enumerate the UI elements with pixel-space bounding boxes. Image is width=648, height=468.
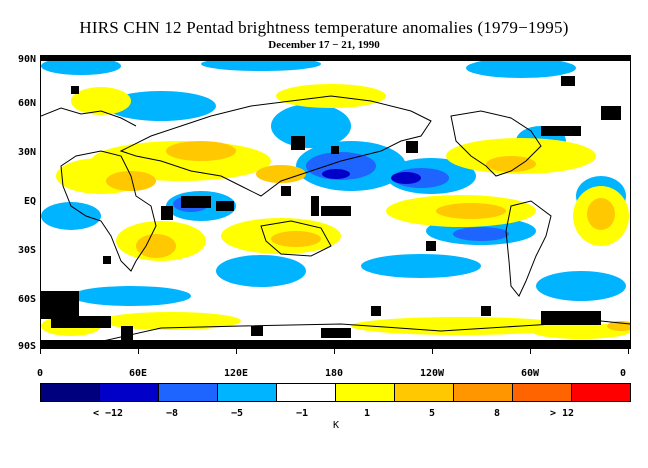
x-tick	[628, 348, 629, 354]
lat-label-90s: 90S	[17, 341, 36, 352]
lat-label-30n: 30N	[17, 147, 36, 158]
x-tick	[530, 348, 531, 354]
scale-label-minus5: −5	[230, 408, 244, 419]
color-scale-segment-4	[277, 384, 336, 401]
anomaly-map-svg	[41, 56, 630, 348]
x-tick	[334, 348, 335, 354]
lat-label-eq: EQ	[23, 196, 36, 207]
scale-label-gt-12: > 12	[549, 408, 575, 419]
missing-data-blocks	[41, 56, 630, 348]
color-scale-segment-8	[513, 384, 572, 401]
color-scale-segment-5	[336, 384, 395, 401]
color-scale-segment-2	[159, 384, 218, 401]
anomaly-map	[40, 55, 631, 349]
x-tick	[236, 348, 237, 354]
scale-unit-label: K	[332, 420, 340, 431]
map-title: HIRS CHN 12 Pentad brightness temperatur…	[79, 18, 569, 37]
scale-label-1: 1	[363, 408, 371, 419]
lon-label-120w: 120W	[419, 368, 445, 379]
scale-label-minus8: −8	[165, 408, 179, 419]
very-strong-negative-regions	[322, 169, 421, 184]
color-scale-segment-7	[454, 384, 513, 401]
scale-label-lt-minus12: < −12	[92, 408, 124, 419]
lon-label-60w: 60W	[520, 368, 540, 379]
moderate-positive-regions	[106, 141, 630, 331]
lat-label-60n: 60N	[17, 98, 36, 109]
color-scale-segment-1	[100, 384, 159, 401]
lon-label-60e: 60E	[128, 368, 148, 379]
map-subtitle: December 17 − 21, 1990	[268, 39, 380, 51]
scale-label-8: 8	[493, 408, 501, 419]
lon-label-180: 180	[324, 368, 344, 379]
color-scale-segment-0	[41, 384, 100, 401]
color-scale-bar	[40, 383, 631, 402]
x-tick	[138, 348, 139, 354]
scale-label-5: 5	[428, 408, 436, 419]
x-tick	[40, 348, 41, 354]
lon-label-0-end: 0	[619, 368, 627, 379]
lat-label-30s: 30S	[17, 245, 36, 256]
scale-label-minus1: −1	[295, 408, 309, 419]
lat-label-60s: 60S	[17, 294, 36, 305]
color-scale-segment-9	[572, 384, 630, 401]
x-tick	[432, 348, 433, 354]
lon-label-0: 0	[36, 368, 44, 379]
color-scale-segment-6	[395, 384, 454, 401]
lon-label-120e: 120E	[223, 368, 249, 379]
lat-label-90n: 90N	[17, 54, 36, 65]
color-scale-segment-3	[218, 384, 277, 401]
